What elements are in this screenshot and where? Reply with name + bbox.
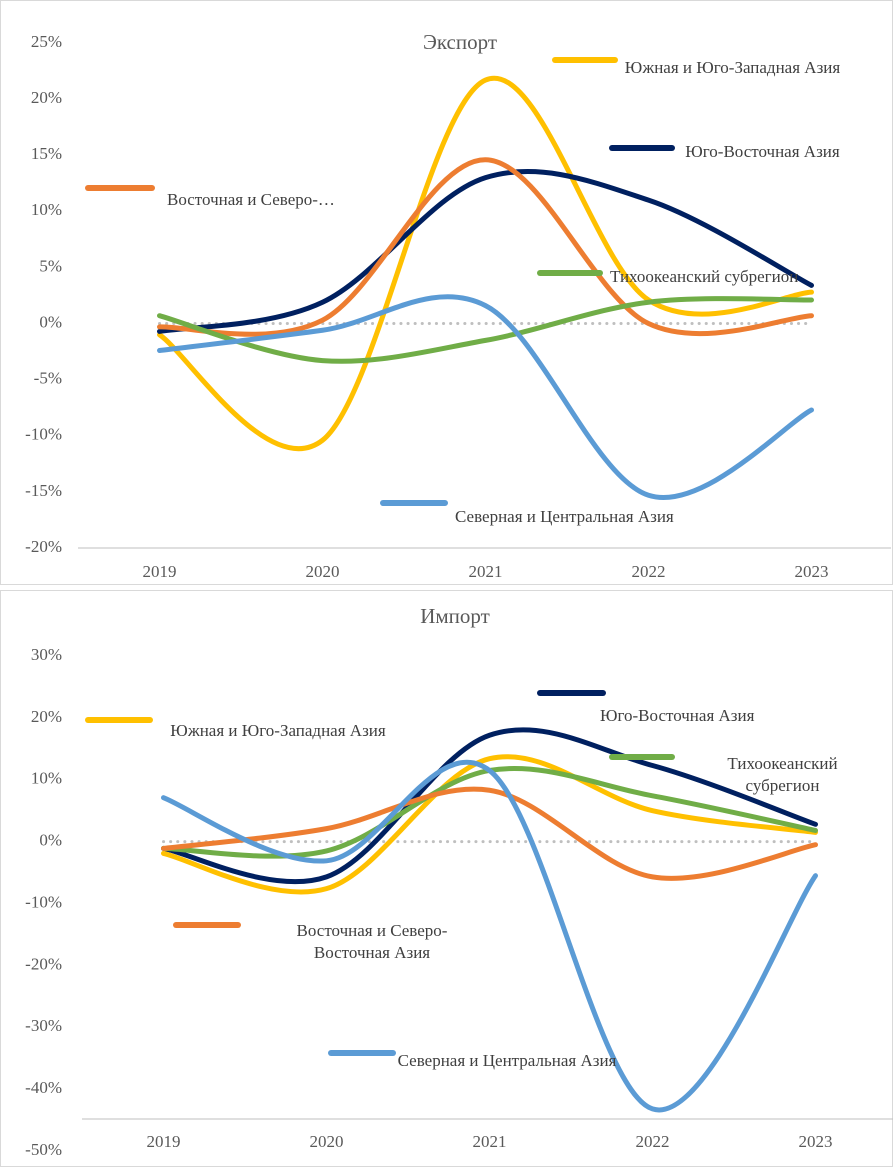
- legend-label: Юго-Восточная Азия: [600, 706, 755, 725]
- y-tick-label: 25%: [31, 32, 62, 51]
- x-tick-label: 2020: [306, 562, 340, 581]
- series-line: [157, 169, 814, 334]
- x-tick-label: 2021: [469, 562, 503, 581]
- x-tick-label: 2023: [799, 1132, 833, 1151]
- series-line: [161, 759, 818, 1113]
- legend-label: Северная и Центральная Азия: [397, 1051, 617, 1070]
- x-tick-label: 2022: [632, 562, 666, 581]
- series-line: [161, 754, 818, 895]
- legend-label: Юго-Восточная Азия: [685, 142, 840, 161]
- panel-border: [0, 0, 893, 585]
- chart-title: Импорт: [420, 604, 490, 628]
- y-tick-label: 5%: [39, 256, 62, 275]
- y-tick-label: -10%: [25, 892, 62, 911]
- series-line: [157, 294, 814, 500]
- legend-label: Северная и Центральная Азия: [455, 507, 674, 526]
- x-tick-label: 2021: [473, 1132, 507, 1151]
- y-tick-label: -50%: [25, 1140, 62, 1159]
- y-tick-label: -5%: [34, 369, 62, 388]
- series-line: [157, 157, 814, 337]
- x-tick-label: 2019: [143, 562, 177, 581]
- y-tick-label: -30%: [25, 1016, 62, 1035]
- y-tick-label: -10%: [25, 425, 62, 444]
- y-tick-label: -20%: [25, 537, 62, 556]
- y-tick-label: 30%: [31, 645, 62, 664]
- y-tick-label: 10%: [31, 200, 62, 219]
- legend-label: Южная и Юго-Западная Азия: [170, 721, 386, 740]
- y-tick-label: 10%: [31, 769, 62, 788]
- y-tick-label: -20%: [25, 954, 62, 973]
- legend-label: Тихоокеанский субрегион: [727, 754, 838, 795]
- series-line: [161, 727, 818, 885]
- legend-label: Восточная и Северо-Восточная Азия: [296, 921, 448, 962]
- series-line: [161, 786, 818, 881]
- chart-title: Экспорт: [422, 30, 498, 54]
- legend-label: Тихоокеанский субрегион: [610, 267, 799, 286]
- x-tick-label: 2022: [636, 1132, 670, 1151]
- legend-label: Южная и Юго-Западная Азия: [624, 58, 841, 77]
- y-tick-label: 0%: [39, 312, 62, 331]
- series-line: [157, 296, 814, 364]
- y-tick-label: 20%: [31, 88, 62, 107]
- series-line: [157, 75, 814, 452]
- y-tick-label: 20%: [31, 707, 62, 726]
- legend-label: Восточная и Северо-…: [167, 190, 335, 209]
- x-tick-label: 2020: [310, 1132, 344, 1151]
- panel-border: [0, 590, 893, 1167]
- y-tick-label: 0%: [39, 831, 62, 850]
- y-tick-label: 15%: [31, 144, 62, 163]
- x-tick-label: 2019: [147, 1132, 181, 1151]
- x-tick-label: 2023: [795, 562, 829, 581]
- y-tick-label: -15%: [25, 481, 62, 500]
- y-tick-label: -40%: [25, 1078, 62, 1097]
